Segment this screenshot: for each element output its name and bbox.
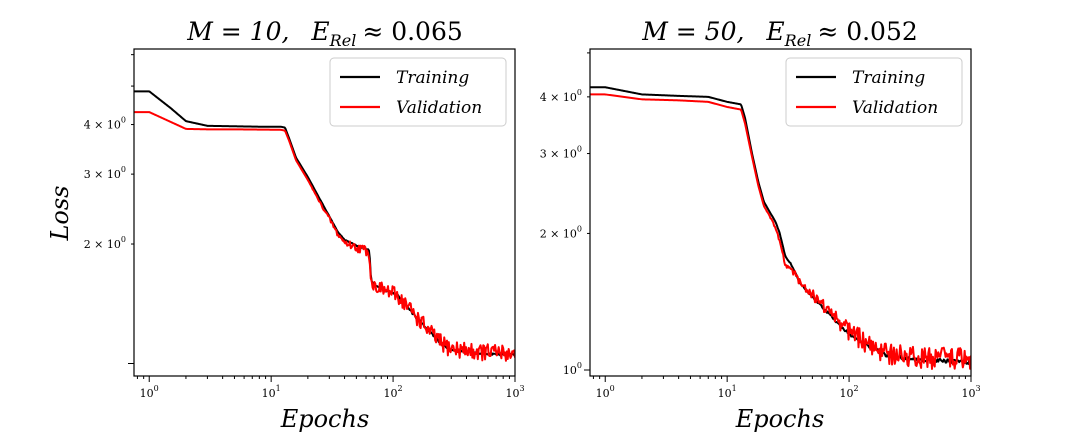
y-tick-label: 3 × 100: [540, 145, 582, 161]
legend-label-training: Training: [396, 68, 469, 88]
legend-label-validation: Validation: [852, 98, 938, 118]
left-title-approx: ≈ 0.065: [362, 17, 462, 46]
series-line-validation: [590, 93, 971, 370]
left-subplot: M = 10, ERel ≈ 0.065 Loss Epochs 100 101 102…: [46, 17, 525, 432]
left-title-e: E: [310, 17, 329, 46]
x-tick-label: 100: [140, 384, 159, 400]
left-xlabel: Epochs: [280, 405, 370, 432]
left-ylabel: Loss: [46, 185, 74, 241]
legend-frame: [785, 57, 963, 127]
series-line-validation: [134, 111, 515, 362]
x-tick-label: 102: [384, 384, 403, 400]
legend-label-validation: Validation: [396, 98, 482, 118]
y-tick-label: 4 × 100: [540, 88, 582, 104]
axes-frame: [589, 48, 972, 377]
y-tick-label: 2 × 100: [84, 235, 126, 251]
right-title-m: M = 50,: [641, 17, 744, 46]
x-tick-label: 101: [262, 384, 281, 400]
series-line-training: [590, 86, 971, 365]
left-title-m: M = 10,: [186, 17, 289, 46]
right-title-sub: Rel: [784, 31, 812, 50]
right-title: M = 50, ERel ≈ 0.052: [641, 17, 918, 50]
x-tick-label: 101: [718, 384, 737, 400]
x-tick-label: 100: [596, 384, 615, 400]
right-title-e: E: [765, 17, 784, 46]
legend: Training Validation: [329, 57, 507, 127]
right-xlabel: Epochs: [735, 405, 825, 432]
y-tick-label: 3 × 100: [84, 165, 126, 181]
left-title: M = 10, ERel ≈ 0.065: [186, 17, 463, 50]
legend-frame: [329, 57, 507, 127]
right-subplot: M = 50, ERel ≈ 0.052 Epochs 100 101 102 103 10…: [540, 17, 981, 432]
right-title-approx: ≈ 0.052: [817, 17, 917, 46]
y-tick-label: 4 × 100: [84, 116, 126, 132]
axes-frame: [133, 48, 516, 377]
left-title-sub: Rel: [329, 31, 357, 50]
y-tick-label: 2 × 100: [540, 224, 582, 240]
x-tick-label: 102: [840, 384, 859, 400]
x-tick-label: 103: [505, 384, 524, 400]
legend-label-training: Training: [852, 68, 925, 88]
legend: Training Validation: [785, 57, 963, 127]
x-tick-label: 103: [961, 384, 980, 400]
y-tick-label: 100: [563, 361, 582, 377]
series-line-training: [134, 90, 515, 357]
